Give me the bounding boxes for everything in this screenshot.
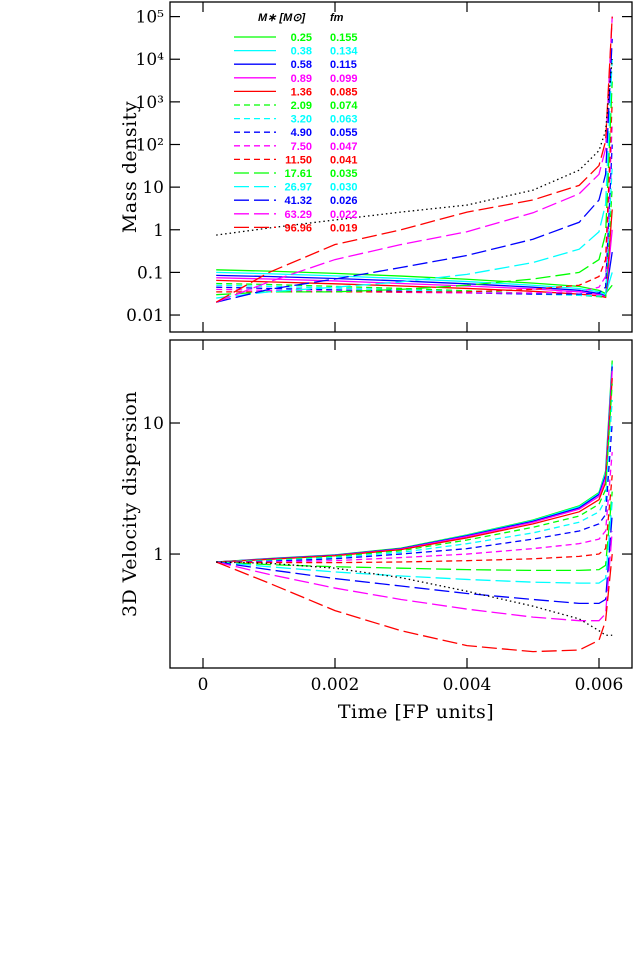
y-tick-label: 10 (142, 178, 164, 198)
legend-fm: 0.115 (330, 59, 357, 71)
series-line (216, 59, 613, 299)
y-tick-label: 10² (136, 135, 164, 155)
series-line (216, 187, 613, 299)
series-line (216, 124, 613, 294)
legend-label: 41.32 (284, 195, 312, 207)
x-tick-label: 0.006 (575, 675, 624, 695)
legend-fm: 0.030 (330, 182, 358, 194)
x-tick-label: 0 (198, 675, 209, 695)
legend-label: 0.89 (291, 73, 312, 85)
legend-label: 4.90 (291, 127, 312, 139)
series-line (216, 364, 613, 563)
series-line (216, 59, 613, 236)
series-line (216, 452, 613, 563)
series-line (216, 38, 613, 303)
series-line (216, 81, 613, 296)
series-line (216, 514, 613, 605)
y-tick-label: 1 (153, 545, 164, 565)
legend-label: 0.38 (291, 46, 312, 58)
legend-label: 63.29 (284, 209, 312, 221)
y-tick-label: 0.01 (126, 306, 164, 326)
series-line (216, 366, 613, 563)
y-tick-label: 10 (142, 414, 164, 434)
legend-label: 17.61 (284, 168, 312, 180)
legend-label: 0.58 (291, 59, 312, 71)
series-line (216, 422, 613, 563)
y-tick-label: 10⁵ (136, 8, 165, 28)
series-line (215, 16, 613, 303)
legend-fm: 0.019 (330, 222, 358, 234)
series-line (216, 251, 613, 297)
series-line (216, 378, 613, 563)
legend-label: 26.97 (284, 182, 312, 194)
series-line (216, 370, 613, 563)
legend-label: 96.96 (284, 222, 312, 234)
legend-label: 11.50 (285, 154, 312, 166)
legend-fm: 0.155 (330, 32, 358, 44)
legend-fm: 0.134 (330, 46, 358, 58)
legend-label: 0.25 (291, 32, 312, 44)
y-tick-label: 10⁴ (136, 50, 165, 70)
x-tick-label: 0.002 (311, 675, 360, 695)
legend-fm: 0.022 (330, 209, 358, 221)
plot-frame (169, 339, 633, 669)
legend-label: 2.09 (291, 100, 312, 112)
series-line (216, 209, 613, 299)
legend-label: 1.36 (291, 86, 312, 98)
y-axis-label: 3D Velocity dispersion (119, 391, 141, 617)
legend-fm: 0.035 (330, 168, 358, 180)
plot-area (215, 16, 613, 303)
legend-fm: 0.026 (330, 195, 358, 207)
legend-title: M∗ [M⊙] (258, 12, 305, 24)
series-line (216, 530, 613, 622)
series-line (216, 475, 613, 564)
legend-fm: 0.047 (330, 141, 358, 153)
y-tick-label: 10³ (136, 93, 164, 113)
legend-label: 3.20 (291, 114, 312, 126)
series-line (215, 553, 613, 653)
legend-fm: 0.074 (330, 100, 358, 112)
legend-title-2: fm (330, 12, 344, 24)
series-line (216, 399, 613, 563)
series-line (216, 360, 613, 563)
series-line (216, 229, 613, 298)
legend-fm: 0.041 (330, 154, 358, 166)
y-tick-label: 0.1 (137, 263, 164, 283)
x-tick-label: 0.004 (443, 675, 492, 695)
series-line (216, 501, 613, 584)
y-axis-label: Mass density (119, 101, 141, 233)
series-line (216, 269, 613, 295)
plot-area (215, 360, 613, 653)
plot-frame (169, 1, 633, 333)
series-line (216, 271, 613, 296)
legend-fm: 0.085 (330, 86, 358, 98)
legend-fm: 0.099 (330, 73, 358, 85)
x-axis-label: Time [FP units] (338, 701, 494, 723)
series-line (216, 383, 613, 563)
y-tick-label: 1 (153, 221, 164, 241)
legend-fm: 0.055 (330, 127, 358, 139)
legend-fm: 0.063 (330, 114, 358, 126)
series-line (216, 561, 613, 636)
series-line (216, 101, 613, 293)
series-line (215, 16, 613, 303)
legend-label: 7.50 (291, 141, 312, 153)
